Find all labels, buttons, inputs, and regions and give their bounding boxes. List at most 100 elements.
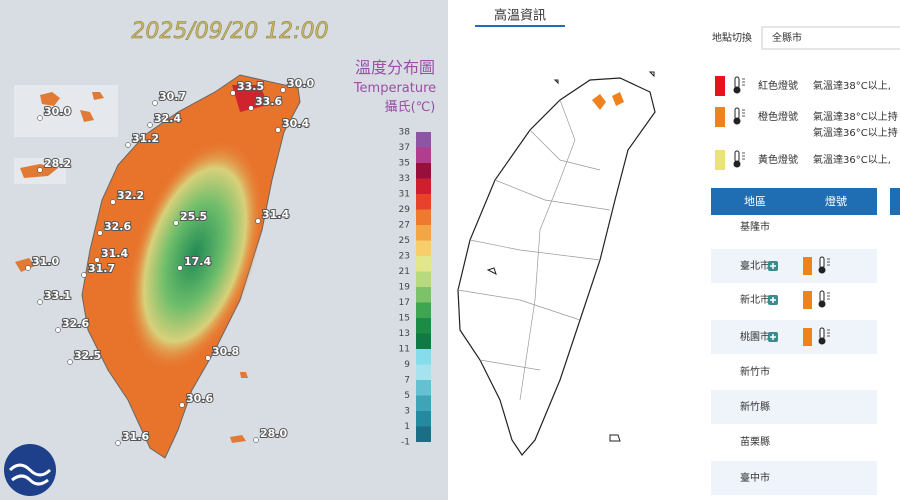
thermometer-icon	[733, 107, 745, 125]
station-dot	[37, 299, 43, 305]
station-dot	[280, 87, 286, 93]
scale-segment	[416, 147, 431, 163]
legend-light	[715, 76, 725, 96]
outline-map	[457, 77, 656, 456]
station-temp: 33.5	[237, 80, 264, 93]
scale-segment	[416, 318, 431, 334]
scale-label: -1	[401, 438, 410, 448]
thermo-stem	[819, 327, 825, 340]
legend-unit: 攝氏(℃)	[385, 99, 436, 115]
station-temp: 31.4	[101, 247, 128, 260]
logo-waves	[8, 463, 52, 486]
scale-segment	[416, 225, 431, 241]
legend-light-name: 橙色燈號	[758, 110, 798, 123]
thermometer-icon	[818, 256, 830, 274]
station-temp: 31.4	[262, 208, 289, 221]
map-timestamp: 2025/09/20 12:00	[131, 19, 328, 44]
station-temp: 17.4	[184, 255, 211, 268]
region-name: 臺北市	[740, 259, 770, 272]
expand-button[interactable]	[768, 332, 778, 342]
station-temp: 32.2	[117, 189, 144, 202]
thermometer-icon	[733, 150, 745, 168]
row-bg	[711, 249, 877, 283]
thermo-bulb	[818, 266, 826, 274]
alert-zone	[592, 92, 624, 110]
legend-light-name: 黃色燈號	[758, 153, 798, 166]
panel-title: 高溫資訊	[494, 8, 546, 24]
scale-label: 21	[399, 267, 410, 277]
station-temp: 30.7	[159, 90, 186, 103]
station-temp: 31.2	[132, 132, 159, 145]
station-dot	[37, 167, 43, 173]
outline-islands	[486, 71, 655, 442]
region-name: 桃園市	[740, 330, 770, 343]
thermometer-icon	[818, 290, 830, 308]
islands	[15, 92, 248, 443]
legend-light	[715, 107, 725, 127]
station-temp: 28.0	[260, 427, 287, 440]
station-dot	[173, 220, 179, 226]
expand-button[interactable]	[768, 295, 778, 305]
scale-label: 17	[399, 298, 410, 308]
thermo-bulb	[818, 300, 826, 308]
signal-light	[803, 328, 812, 346]
station-temp: 31.0	[32, 255, 59, 268]
thermo-bulb	[733, 117, 741, 125]
station-dot	[125, 142, 131, 148]
scale-label: 9	[404, 360, 410, 370]
station-dot	[253, 437, 259, 443]
scale-label: 19	[399, 283, 411, 293]
station-dot	[179, 402, 185, 408]
plus-sign	[770, 297, 776, 303]
station-temp: 31.6	[122, 430, 149, 443]
station-temp: 30.6	[186, 392, 213, 405]
plus-sign	[770, 263, 776, 269]
thermo-bulb	[818, 337, 826, 345]
thermo-stem	[734, 76, 740, 89]
region-name: 新竹市	[740, 365, 770, 378]
station-temp: 32.6	[104, 220, 131, 233]
station-dot	[81, 272, 87, 278]
station-temp: 32.5	[74, 349, 101, 362]
station-dot	[37, 115, 43, 121]
station-temp: 30.4	[282, 117, 309, 130]
thermometer-icon	[733, 76, 745, 94]
legend-light-name: 紅色燈號	[758, 79, 798, 92]
plus-sign	[770, 334, 776, 340]
scale-label: 1	[404, 422, 410, 432]
thermo-bulb	[733, 160, 741, 168]
table-header-2	[890, 188, 900, 215]
station-dot	[230, 90, 236, 96]
station-temp: 32.6	[62, 317, 89, 330]
station-dot	[152, 100, 158, 106]
mountain-zone	[126, 139, 264, 371]
station-temp: 30.0	[44, 105, 71, 118]
scale-segment	[416, 426, 431, 442]
scale-label: 23	[399, 252, 410, 262]
station-dot	[205, 355, 211, 361]
scale-segment	[416, 380, 431, 396]
scale-label: 27	[399, 221, 410, 231]
legend-desc: 氣溫達36°C以上持	[813, 126, 898, 139]
scale-label: 38	[399, 128, 411, 138]
scale-label: 3	[404, 407, 410, 417]
scale-segment	[416, 364, 431, 380]
expand-button[interactable]	[768, 261, 778, 271]
thermo-stem	[734, 150, 740, 163]
scale-segment	[416, 163, 431, 179]
scale-segment	[416, 240, 431, 256]
station-dot	[110, 199, 116, 205]
scale-label: 31	[399, 190, 410, 200]
scale-segment	[416, 209, 431, 225]
legend-desc: 氣溫達38°C以上,	[813, 79, 891, 92]
thermo-stem	[819, 256, 825, 269]
station-temp: 25.5	[180, 210, 207, 223]
row-bg	[711, 390, 877, 424]
location-value: 全縣市	[772, 31, 802, 44]
scale-label: 25	[399, 236, 410, 246]
station-temp: 33.6	[255, 95, 282, 108]
scale-label: 29	[399, 205, 411, 215]
thermo-marks	[742, 78, 745, 86]
station-dot	[67, 359, 73, 365]
location-select[interactable]	[761, 26, 900, 50]
